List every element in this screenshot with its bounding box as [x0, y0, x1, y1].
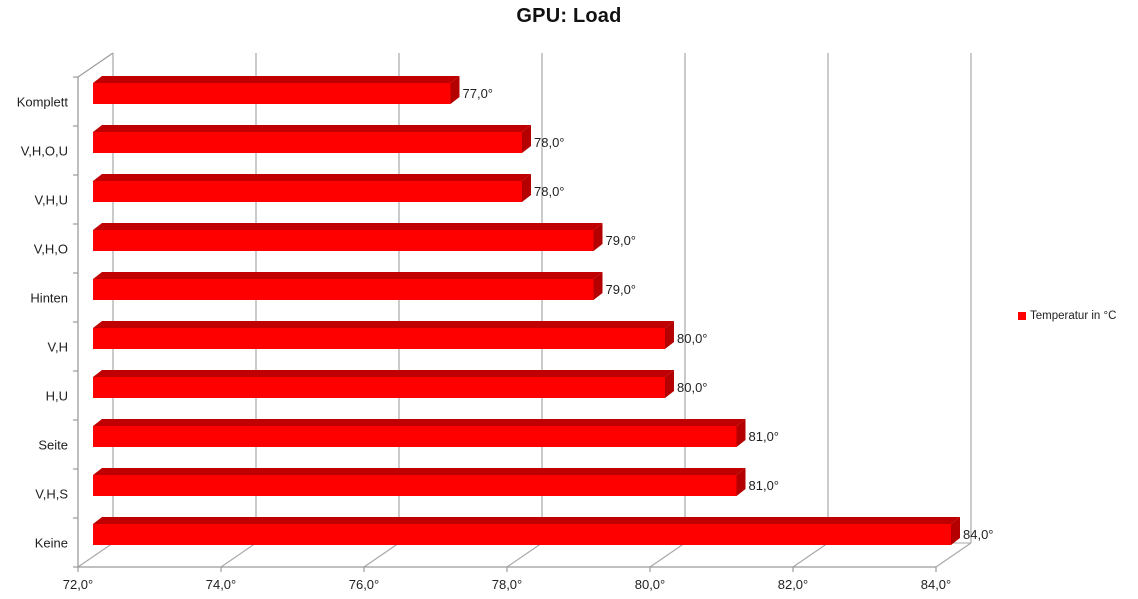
bar-side-face: [665, 370, 674, 398]
bar-side-face: [593, 223, 603, 251]
bar-top-face: [93, 76, 460, 83]
bar-top-face: [93, 370, 674, 377]
floor-diagonal: [77, 542, 114, 568]
x-tick-label: 80,0°: [635, 577, 666, 592]
bar-side-face: [736, 419, 746, 447]
legend-marker-icon: [1018, 312, 1026, 320]
x-tick-label: 82,0°: [778, 577, 809, 592]
bar-data-label: 81,0°: [749, 429, 780, 444]
bar-data-label: 79,0°: [606, 282, 637, 297]
bar: [93, 230, 594, 251]
bar: [93, 524, 951, 545]
bar: [93, 181, 522, 202]
category-label: V,H,S: [35, 487, 68, 502]
bar-top-face: [93, 223, 603, 230]
category-label: V,H,U: [35, 193, 68, 208]
bar-data-label: 84,0°: [963, 527, 994, 542]
bar-data-label: 78,0°: [534, 184, 565, 199]
bar-top-face: [93, 468, 746, 475]
legend-label: Temperatur in °C: [1030, 310, 1117, 322]
x-tick-label: 76,0°: [349, 577, 380, 592]
bar-top-face: [93, 272, 603, 279]
bar-side-face: [522, 174, 531, 202]
bar-side-face: [736, 468, 746, 496]
x-tick-label: 78,0°: [492, 577, 523, 592]
category-label: V,H,O,U: [21, 144, 68, 159]
category-label: Komplett: [17, 95, 69, 110]
bar-top-face: [93, 125, 531, 132]
bar-side-face: [522, 125, 531, 153]
bar: [93, 328, 665, 349]
floor-diagonal: [363, 542, 400, 568]
bar: [93, 83, 451, 104]
bar-top-face: [93, 321, 674, 328]
bar-data-label: 78,0°: [534, 135, 565, 150]
bar-side-face: [593, 272, 603, 300]
category-label: H,U: [46, 389, 68, 404]
bar-data-label: 77,0°: [463, 86, 494, 101]
category-label: V,H: [48, 340, 68, 355]
bar-data-label: 81,0°: [749, 478, 780, 493]
category-label: Keine: [35, 536, 68, 551]
x-tick-label: 72,0°: [63, 577, 94, 592]
bar: [93, 475, 737, 496]
bar-data-label: 80,0°: [677, 380, 708, 395]
floor-diagonal: [935, 542, 972, 568]
floor-diagonal: [649, 542, 686, 568]
bar: [93, 426, 737, 447]
bar: [93, 377, 665, 398]
bar-side-face: [951, 517, 960, 545]
legend: Temperatur in °C: [1018, 310, 1116, 322]
bar-top-face: [93, 419, 746, 426]
x-tick-label: 84,0°: [921, 577, 952, 592]
x-tick-label: 74,0°: [206, 577, 237, 592]
bar: [93, 279, 594, 300]
category-label: Seite: [38, 438, 68, 453]
bar: [93, 132, 522, 153]
bar-side-face: [665, 321, 674, 349]
chart-title: GPU: Load: [516, 5, 622, 27]
floor-diagonal: [792, 542, 829, 568]
floor-diagonal: [220, 542, 257, 568]
bar-data-label: 79,0°: [606, 233, 637, 248]
bar-side-face: [450, 76, 460, 104]
bar-data-label: 80,0°: [677, 331, 708, 346]
wall-top-edge: [77, 52, 114, 78]
floor-diagonal: [506, 542, 543, 568]
category-label: Hinten: [30, 291, 68, 306]
bar-top-face: [93, 174, 531, 181]
category-label: V,H,O: [34, 242, 68, 257]
bar-top-face: [93, 517, 960, 524]
